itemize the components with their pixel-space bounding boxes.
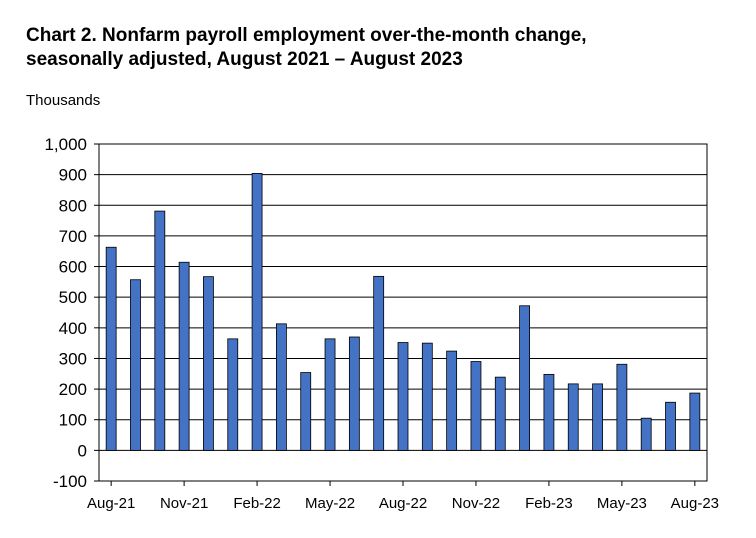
x-tick-label: Nov-21 xyxy=(160,495,208,512)
bar-Apr-22 xyxy=(300,372,312,451)
axes xyxy=(98,143,708,486)
y-tick-label: 0 xyxy=(78,441,87,460)
y-tick-label: -100 xyxy=(53,472,87,491)
bars xyxy=(105,173,701,451)
y-axis-unit-label: Thousands xyxy=(26,92,101,109)
y-tick-label: 200 xyxy=(59,380,87,399)
x-tick-label: May-23 xyxy=(597,495,647,512)
x-tick-label: Feb-22 xyxy=(233,495,281,512)
bar-Jun-23 xyxy=(640,417,652,451)
bar-Sep-22 xyxy=(421,342,433,451)
x-tick-label: Nov-22 xyxy=(452,495,500,512)
x-tick-label: May-22 xyxy=(305,495,355,512)
bar-May-22 xyxy=(324,338,336,451)
bar-Dec-22 xyxy=(494,376,506,451)
bar-Mar-22 xyxy=(275,323,287,451)
bar-Aug-21 xyxy=(105,246,117,451)
bar-Dec-21 xyxy=(203,276,214,451)
bar-May-23 xyxy=(616,363,628,451)
y-tick-labels: -100 0 100 200 300 400 500 600 700 800 900 1,000 xyxy=(44,135,87,491)
bar-Nov-21 xyxy=(178,261,190,451)
bar-Feb-23 xyxy=(543,373,555,451)
bar-Oct-22 xyxy=(446,350,458,451)
chart-title-line-2: seasonally adjusted, August 2021 – Augus… xyxy=(26,49,463,70)
bar-Jul-22 xyxy=(373,275,385,451)
bar-Feb-22 xyxy=(251,173,263,451)
y-tick-label: 100 xyxy=(59,411,87,430)
bar-Sep-21 xyxy=(130,279,141,451)
chart-title-line-1: Chart 2. Nonfarm payroll employment over… xyxy=(26,25,587,46)
bar-Oct-21 xyxy=(154,210,166,451)
bar-Jul-23 xyxy=(665,401,676,451)
y-tick-label: 600 xyxy=(59,258,87,277)
bar-Jan-22 xyxy=(227,338,239,451)
x-tick-labels: Aug-21 Nov-21 Feb-22 May-22 Aug-22 Nov-22 Feb-… xyxy=(87,495,719,512)
bar-Mar-23 xyxy=(567,383,579,451)
bar-Apr-23 xyxy=(592,383,603,451)
chart-title: Chart 2. Nonfarm payroll employment over… xyxy=(26,24,726,72)
x-tick-label: Aug-21 xyxy=(87,495,135,512)
bar-Aug-23 xyxy=(689,392,701,451)
bar-Nov-22 xyxy=(470,361,482,451)
x-tick-label: Aug-23 xyxy=(671,495,719,512)
y-tick-label: 700 xyxy=(59,227,87,246)
y-tick-label: 400 xyxy=(59,319,87,338)
bar-Jan-23 xyxy=(519,305,530,451)
x-tick-label: Aug-22 xyxy=(379,495,427,512)
y-tick-label: 800 xyxy=(59,196,87,215)
y-tick-label: 900 xyxy=(59,166,87,185)
y-tick-label: 1,000 xyxy=(44,135,87,154)
bar-Aug-22 xyxy=(397,342,409,451)
x-tick-label: Feb-23 xyxy=(525,495,573,512)
y-tick-label: 300 xyxy=(59,349,87,368)
bar-Jun-22 xyxy=(348,336,360,451)
y-tick-label: 500 xyxy=(59,288,87,307)
